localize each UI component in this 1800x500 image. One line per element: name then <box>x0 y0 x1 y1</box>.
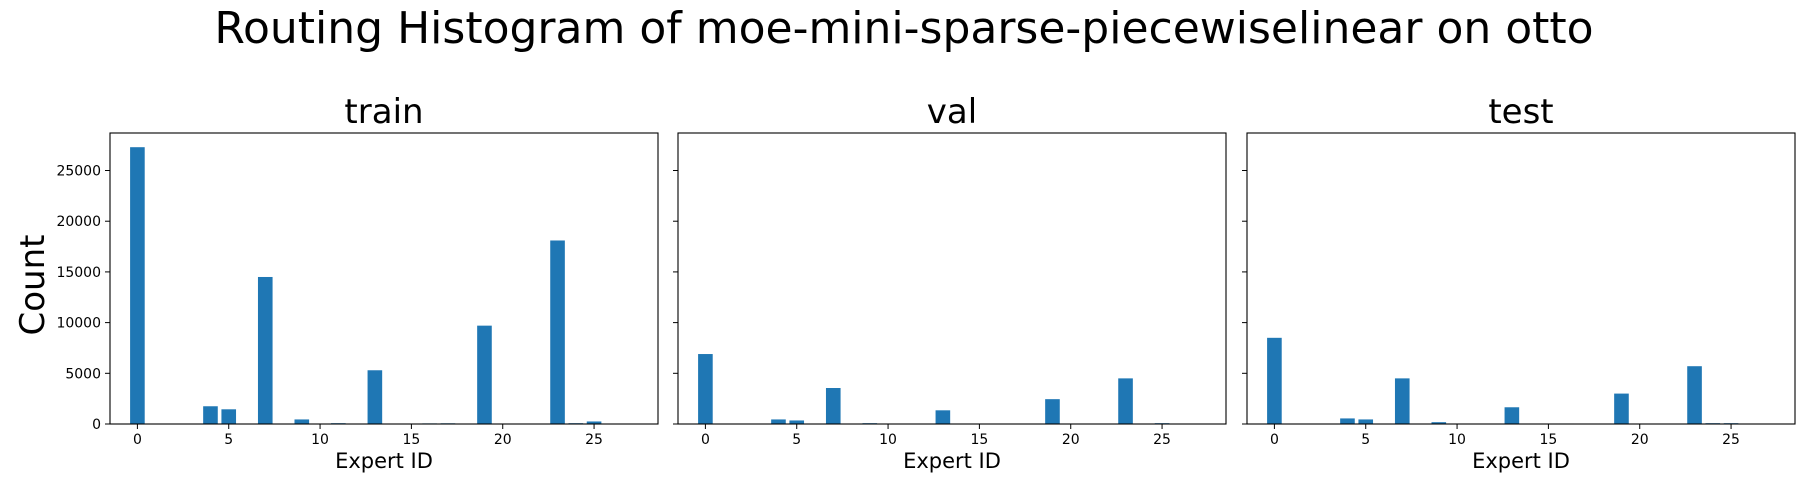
subplot-title: test <box>1488 92 1553 132</box>
x-tick-label: 10 <box>1448 432 1466 448</box>
bar-expert-13 <box>367 370 383 424</box>
bar-expert-0 <box>1267 337 1282 424</box>
x-tick-label: 5 <box>224 432 233 448</box>
bar-expert-5 <box>789 420 805 424</box>
bar-expert-4 <box>203 406 218 424</box>
bar-expert-4 <box>1340 418 1355 424</box>
x-tick-label: 15 <box>970 432 988 448</box>
bar-expert-0 <box>130 147 145 424</box>
bar-expert-9 <box>1431 422 1447 424</box>
axes-frame <box>1246 132 1796 425</box>
subplot-title: train <box>344 92 423 132</box>
y-tick-label: 15000 <box>56 265 101 281</box>
bar-expert-7 <box>825 388 841 424</box>
bar-expert-13 <box>1504 407 1520 424</box>
x-tick-label: 5 <box>792 432 801 448</box>
x-tick-label: 10 <box>879 432 897 448</box>
x-tick-label: 15 <box>402 432 420 448</box>
bar-expert-7 <box>1394 378 1410 424</box>
bar-expert-25 <box>586 421 602 424</box>
shared-y-axis-label: Count <box>13 235 53 336</box>
y-tick-label: 0 <box>92 417 101 433</box>
bar-expert-23 <box>550 240 565 424</box>
bar-expert-19 <box>1614 393 1629 424</box>
subplot-title: val <box>927 92 977 132</box>
x-tick-label: 20 <box>494 432 512 448</box>
y-tick-label: 25000 <box>56 164 101 180</box>
bar-expert-23 <box>1687 366 1702 424</box>
x-tick-label: 25 <box>1722 432 1740 448</box>
x-tick-label: 0 <box>1270 432 1279 448</box>
x-tick-label: 0 <box>133 432 142 448</box>
bar-expert-0 <box>698 354 713 424</box>
x-tick-label: 20 <box>1062 432 1080 448</box>
axes-frame <box>109 132 659 425</box>
subplot-val: 0 5 10 15 20 25 val Expert ID <box>673 92 1227 473</box>
x-tick-label: 5 <box>1361 432 1370 448</box>
bar-expert-19 <box>1045 399 1060 424</box>
x-axis-label: Expert ID <box>1472 449 1570 473</box>
subplot-test: 0 5 10 15 20 25 test Expert ID <box>1242 92 1796 473</box>
subplot-panels: 0 5 10 15 20 25 0 5000 10000 15000 20000 25000 train… <box>56 92 1796 473</box>
axes-frame <box>677 132 1227 425</box>
bar-expert-9 <box>294 419 310 424</box>
bar-expert-23 <box>1118 378 1133 424</box>
y-tick-label: 5000 <box>65 366 101 382</box>
bar-expert-7 <box>257 276 273 424</box>
y-tick-label: 20000 <box>56 214 101 230</box>
x-axis-label: Expert ID <box>903 449 1001 473</box>
bar-expert-5 <box>221 409 237 424</box>
x-tick-label: 25 <box>1153 432 1171 448</box>
x-tick-label: 0 <box>701 432 710 448</box>
x-tick-label: 15 <box>1539 432 1557 448</box>
y-tick-label: 10000 <box>56 316 101 332</box>
x-tick-label: 25 <box>585 432 603 448</box>
figure-title: Routing Histogram of moe-mini-sparse-pie… <box>214 3 1593 54</box>
x-tick-label: 10 <box>311 432 329 448</box>
bar-expert-13 <box>935 410 951 424</box>
x-tick-label: 20 <box>1631 432 1649 448</box>
x-axis-label: Expert ID <box>335 449 433 473</box>
bar-expert-4 <box>771 419 786 424</box>
bar-expert-5 <box>1358 419 1374 424</box>
bar-expert-19 <box>477 325 492 424</box>
subplot-train: 0 5 10 15 20 25 0 5000 10000 15000 20000 25000 train… <box>56 92 659 473</box>
